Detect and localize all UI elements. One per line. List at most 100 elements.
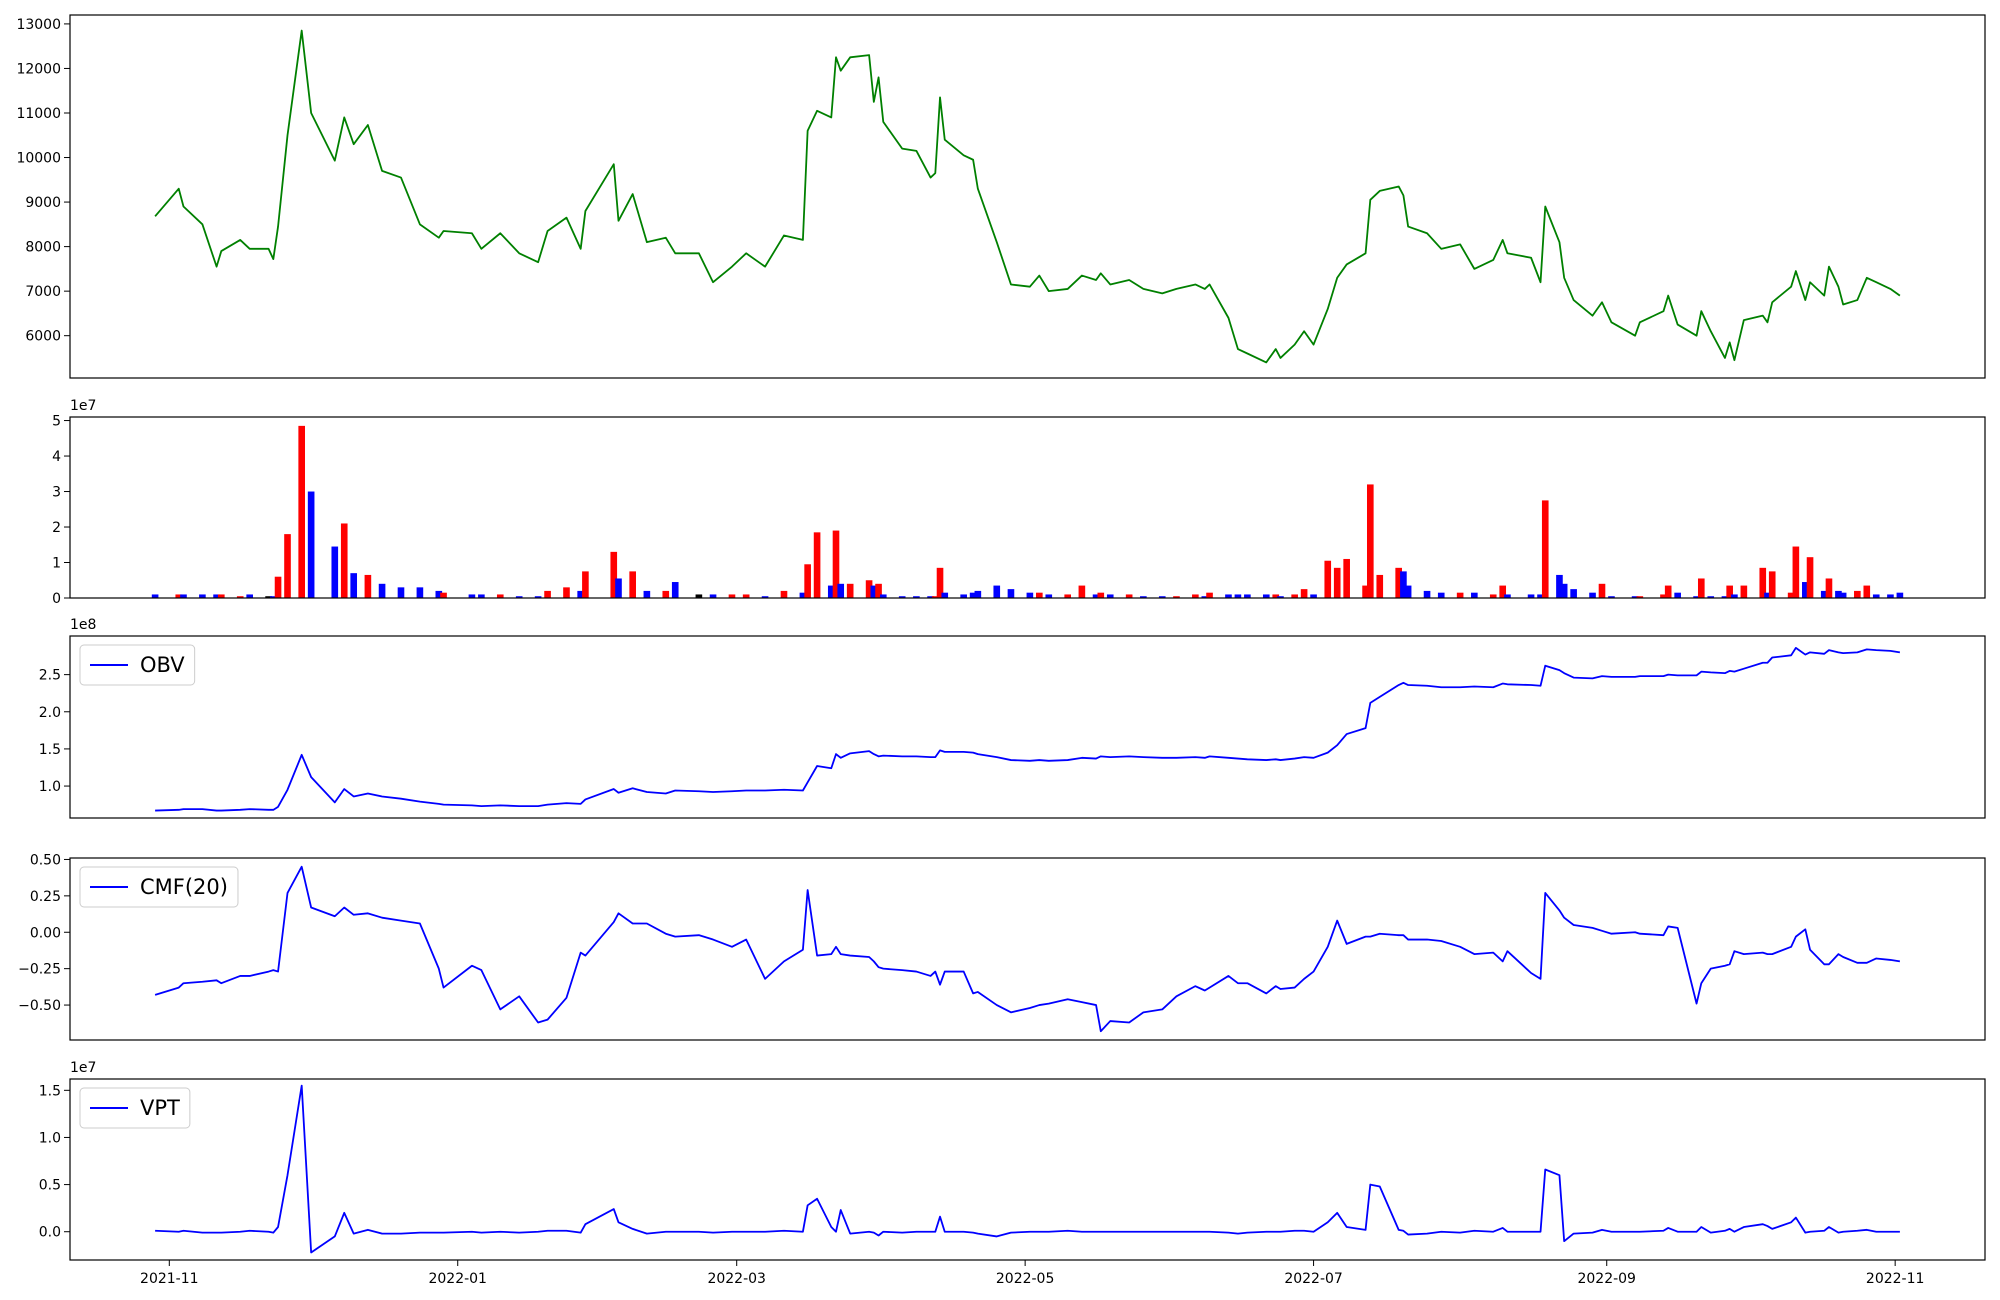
volume-bar xyxy=(1499,585,1507,598)
volume-bar xyxy=(246,594,253,598)
volume-bar xyxy=(1820,590,1828,598)
axes-frame xyxy=(69,635,1986,819)
volume-bar xyxy=(993,585,1001,598)
volume-bar xyxy=(1201,596,1209,598)
volume-bar xyxy=(1437,592,1445,598)
volume-bar xyxy=(1366,484,1374,598)
y-tick-label: 0.00 xyxy=(30,925,61,941)
volume-bar xyxy=(780,590,788,598)
volume-bar xyxy=(1471,592,1478,598)
volume-bar xyxy=(1541,500,1549,598)
volume-bar xyxy=(496,594,504,598)
volume-bar xyxy=(1740,585,1748,598)
y-tick-label: 2.5 xyxy=(39,668,61,684)
volume-bar xyxy=(827,585,835,598)
plot-area xyxy=(154,29,1901,364)
volume-bar xyxy=(440,592,447,598)
series-line xyxy=(154,865,1901,1033)
volume-bar xyxy=(1598,583,1606,598)
volume-bar xyxy=(1225,594,1232,598)
volume-bar xyxy=(1489,594,1497,598)
volume-bar xyxy=(1277,596,1284,598)
volume-bar xyxy=(582,571,589,598)
y-tick-label: 2.0 xyxy=(39,705,61,721)
volume-bar xyxy=(1173,596,1180,598)
y-tick-label: 8000 xyxy=(25,240,61,256)
volume-bar xyxy=(1636,596,1644,598)
volume-bar xyxy=(865,580,873,598)
volume-bar xyxy=(468,594,476,598)
volume-bar xyxy=(1362,585,1369,598)
legend-label: VPT xyxy=(140,1096,180,1120)
y-tick-label: 1.0 xyxy=(39,779,61,795)
volume-bar xyxy=(265,596,272,598)
subplot: 1.0 1.5 2.0 2.5 1e8 OBV xyxy=(39,617,1986,819)
series-line xyxy=(155,1084,1900,1254)
offset-label: 1e8 xyxy=(70,617,96,633)
volume-bar xyxy=(1423,590,1431,598)
axes-frame xyxy=(69,14,1986,379)
volume-bar xyxy=(1376,574,1384,598)
volume-bar xyxy=(1291,594,1298,598)
legend-label: CMF(20) xyxy=(140,875,228,899)
volume-bar xyxy=(534,596,542,598)
volume-bar xyxy=(1839,592,1847,598)
y-tick-label: 10000 xyxy=(16,151,61,167)
volume-bar xyxy=(1660,594,1667,598)
volume-bar xyxy=(1792,546,1800,598)
y-tick-label: 4 xyxy=(52,449,61,465)
volume-bar xyxy=(1504,594,1511,598)
y-tick-label: 0.25 xyxy=(30,889,61,905)
volume-bar xyxy=(1125,594,1133,598)
volume-bar xyxy=(799,592,807,598)
volume-bar xyxy=(577,590,584,598)
volume-bar xyxy=(931,596,939,598)
volume-bar xyxy=(1310,594,1317,598)
volume-bar xyxy=(1835,590,1842,598)
volume-bar xyxy=(879,594,887,598)
series-line xyxy=(154,29,1901,364)
volume-bar xyxy=(1036,592,1043,598)
volume-bar xyxy=(213,594,220,598)
volume-bar xyxy=(846,583,854,598)
volume-bar xyxy=(307,491,315,598)
volume-bar xyxy=(1007,589,1015,598)
volume-bar xyxy=(1825,578,1833,598)
volume-bar xyxy=(1272,594,1280,598)
legend: VPT xyxy=(79,1087,191,1129)
x-tick-label: 2022-07 xyxy=(1284,1271,1343,1287)
volume-bar xyxy=(1787,592,1795,598)
volume-bar xyxy=(832,530,840,598)
y-tick-label: −0.50 xyxy=(18,998,61,1014)
y-tick-label: 0.0 xyxy=(39,1225,61,1241)
volume-bar xyxy=(1064,594,1072,598)
volume-bar xyxy=(1556,574,1563,598)
volume-bar xyxy=(284,534,291,598)
volume-bar xyxy=(1872,594,1880,598)
y-tick-label: 1.0 xyxy=(39,1130,61,1146)
volume-bar xyxy=(1262,594,1270,598)
x-tick-label: 2022-01 xyxy=(428,1271,487,1287)
volume-bar xyxy=(397,587,405,598)
volume-bar xyxy=(217,594,225,598)
plot-area xyxy=(154,865,1901,1033)
volume-bar xyxy=(1759,567,1767,598)
volume-bar xyxy=(236,596,244,598)
y-tick-label: 1.5 xyxy=(39,1083,61,1099)
volume-bar xyxy=(1697,578,1705,598)
volume-bar xyxy=(1026,592,1034,598)
legend: OBV xyxy=(79,644,196,686)
volume-bar xyxy=(563,587,570,598)
plot-area xyxy=(155,1084,1900,1254)
volume-bar xyxy=(1400,571,1407,598)
offset-label: 1e7 xyxy=(70,398,96,414)
volume-bar xyxy=(1078,585,1086,598)
y-tick-label: 2 xyxy=(52,520,61,536)
volume-bar xyxy=(274,576,282,598)
y-tick-label: 12000 xyxy=(16,61,61,77)
axes-frame xyxy=(69,416,1986,599)
volume-bar xyxy=(151,594,159,598)
volume-bar xyxy=(969,592,977,598)
volume-bar xyxy=(1527,594,1535,598)
